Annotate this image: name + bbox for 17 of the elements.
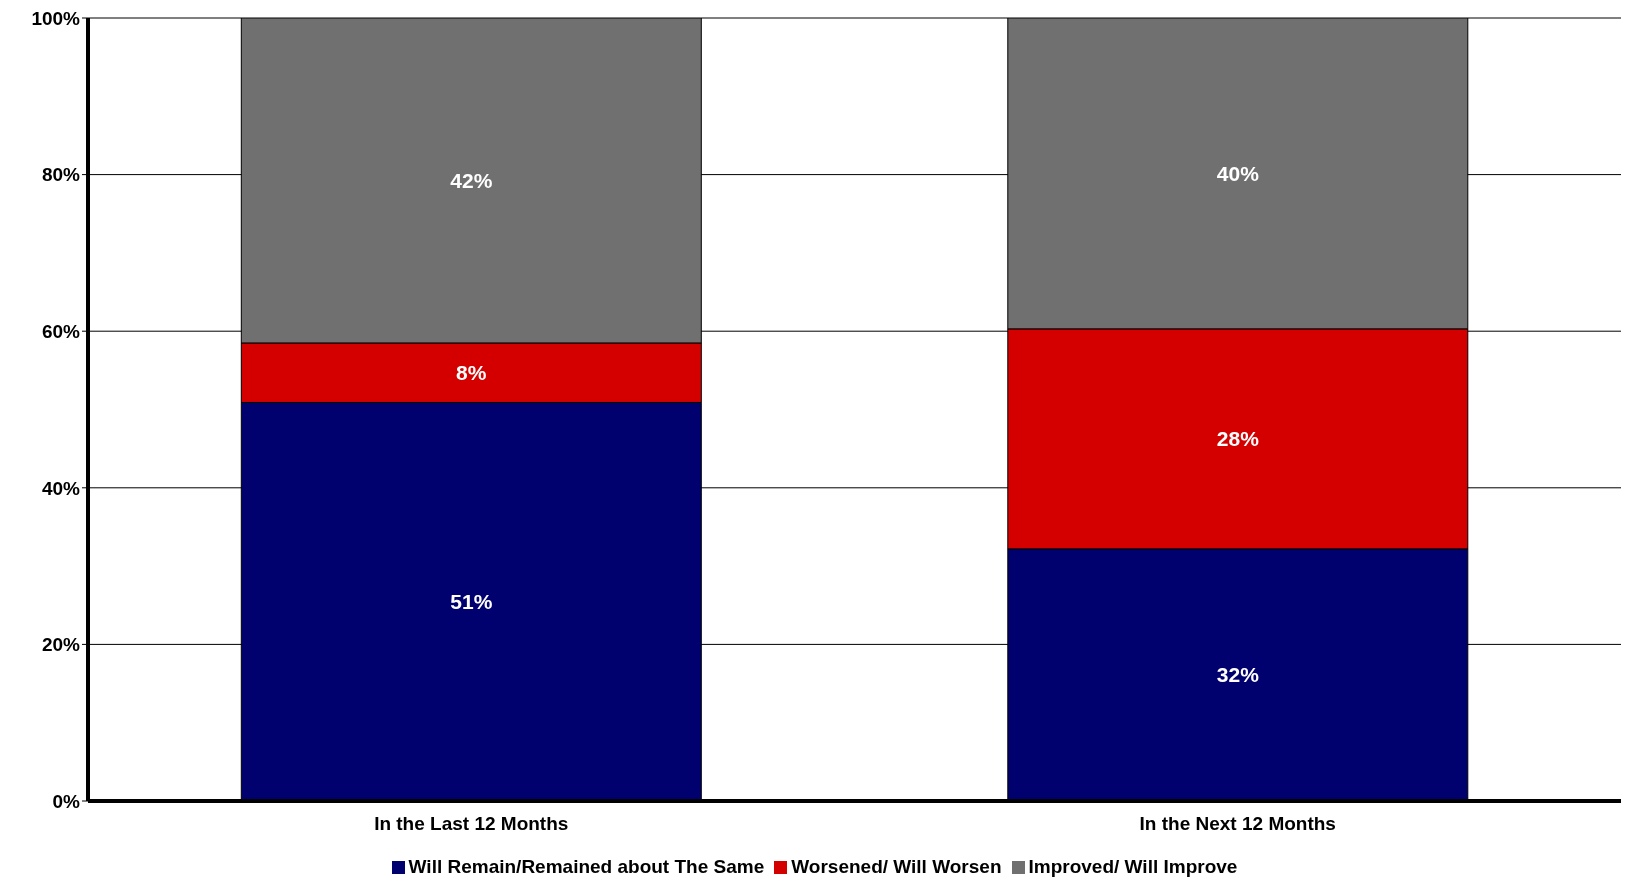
data-label: 28% — [1216, 427, 1260, 451]
y-tick-label: 80% — [41, 164, 81, 186]
data-label: 51% — [450, 590, 493, 614]
data-label: 40% — [1216, 161, 1260, 185]
y-tick-label: 40% — [41, 477, 81, 499]
x-tick-label: In the Next 12 Months — [1139, 813, 1336, 835]
legend-label: Improved/ Will Improve — [1028, 856, 1238, 877]
y-tick-label: 20% — [41, 634, 81, 656]
x-tick-label: In the Last 12 Months — [374, 813, 569, 835]
data-label: 32% — [1216, 663, 1260, 687]
legend-label: Worsened/ Will Worsen — [791, 856, 1002, 877]
legend-label: Will Remain/Remained about The Same — [408, 856, 765, 877]
y-tick-label: 0% — [52, 790, 81, 812]
y-tick-label: 60% — [41, 320, 81, 342]
y-tick-label: 100% — [31, 7, 81, 29]
data-label: 8% — [456, 361, 487, 385]
data-label: 42% — [450, 168, 493, 192]
